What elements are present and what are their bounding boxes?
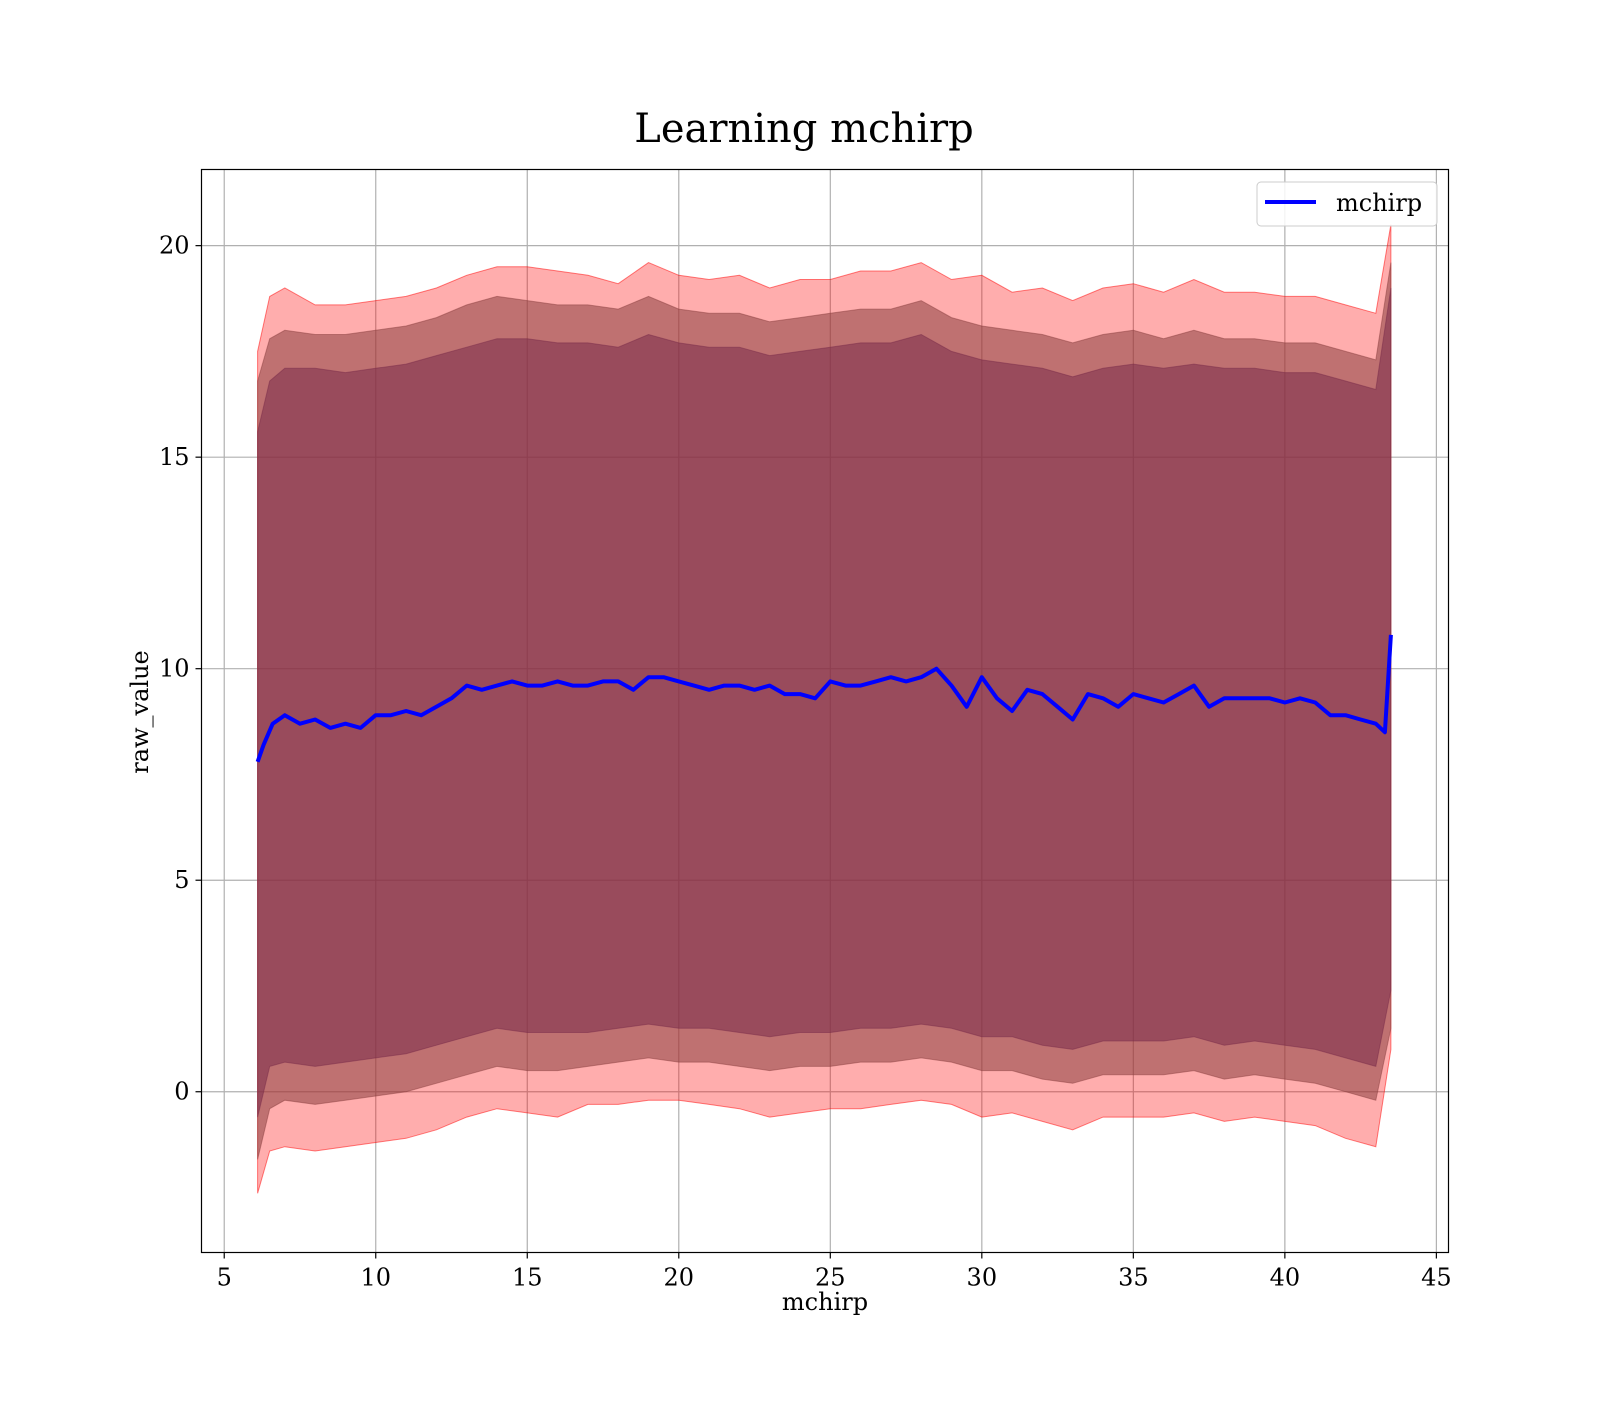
x-tick-label: 40 [1270,1264,1301,1292]
band-core [257,287,1392,1118]
x-tick-label: 35 [1118,1264,1149,1292]
x-tick-label: 45 [1421,1264,1452,1292]
tick-layer: 5 10 15 20 25 30 35 40 45 0 5 10 15 20 [159,232,1452,1292]
y-tick-label: 5 [174,866,189,894]
y-tick-label: 20 [159,232,190,260]
x-tick-label: 20 [664,1264,695,1292]
legend-frame [1256,181,1438,227]
x-tick-label: 5 [217,1264,232,1292]
band-layer [257,224,1392,1194]
y-tick-label: 10 [159,655,190,683]
x-axis-label: mchirp [782,1288,868,1316]
legend-label-mchirp: mchirp [1336,189,1422,217]
y-axis-label: raw_value [126,650,154,774]
chart-title: Learning mchirp [634,106,973,152]
x-tick-label: 30 [967,1264,998,1292]
legend: mchirp [1256,181,1438,227]
x-tick-label: 25 [815,1264,846,1292]
line-layer [255,634,1393,763]
x-tick-label: 15 [512,1264,543,1292]
plot-frame [200,168,1450,1254]
series-line-mchirp [255,634,1393,763]
y-tick-label: 15 [159,443,190,471]
x-tick-label: 10 [360,1264,391,1292]
y-tick-label: 0 [174,1078,189,1106]
